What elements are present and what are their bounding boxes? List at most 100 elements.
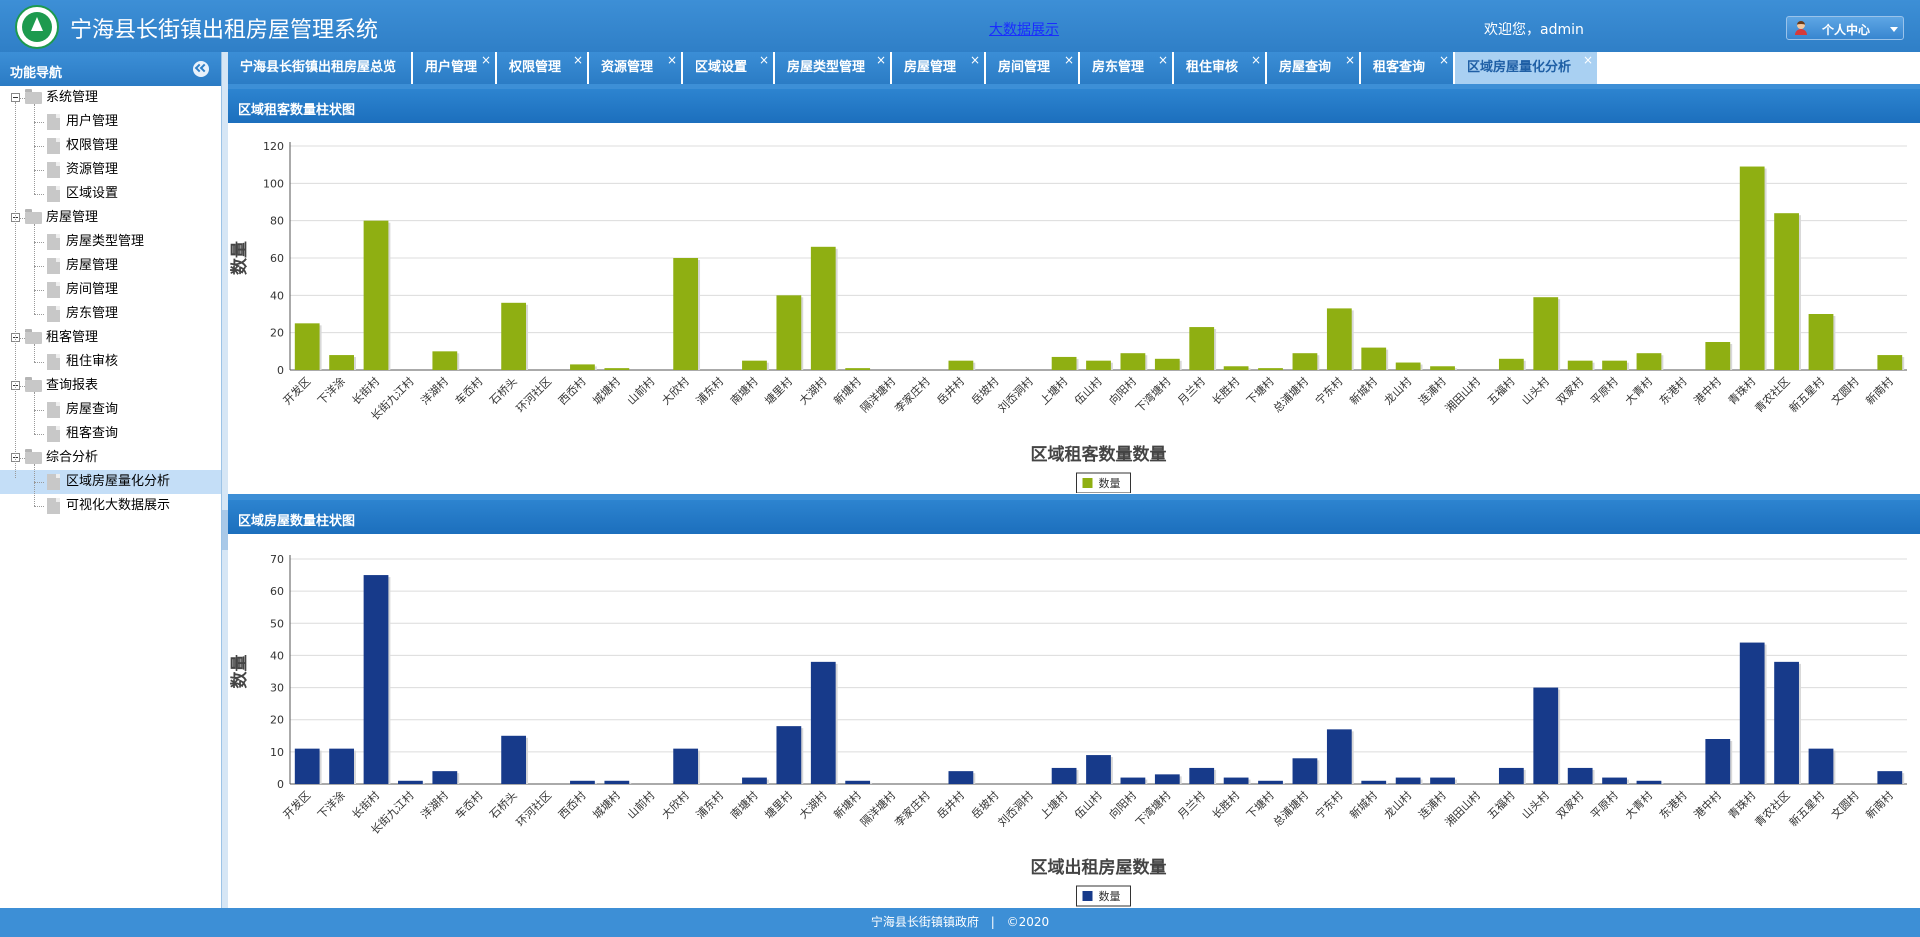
app-header: 宁海县长街镇出租房屋管理系统 大数据展示 欢迎您，admin 个人中心 bbox=[0, 0, 1920, 52]
tab-bar: 宁海县长街镇出租房屋总览 用户管理 × 权限管理 × 资源管理 × 区域设置 × 房屋类型管理 × 房… bbox=[228, 52, 1920, 84]
x-tick-label: 隔洋塘村 bbox=[857, 788, 898, 829]
close-icon[interactable]: × bbox=[758, 53, 769, 67]
collapse-toggle-icon[interactable] bbox=[11, 93, 20, 102]
sidebar-item[interactable]: 区域设置 bbox=[0, 182, 221, 206]
bar bbox=[1705, 342, 1731, 370]
bar bbox=[1361, 347, 1387, 370]
tab[interactable]: 租住审核 × bbox=[1174, 52, 1265, 84]
nav-group-label: 系统管理 bbox=[46, 90, 99, 105]
close-icon[interactable]: × bbox=[1582, 53, 1593, 67]
bar bbox=[845, 368, 871, 370]
x-tick-label: 湘田山村 bbox=[1442, 374, 1483, 415]
bar bbox=[1120, 353, 1146, 370]
x-tick-label: 五福村 bbox=[1484, 374, 1517, 407]
x-tick-label: 大青村 bbox=[1622, 374, 1655, 407]
bar bbox=[1395, 362, 1421, 370]
close-icon[interactable]: × bbox=[572, 53, 583, 67]
bar bbox=[673, 258, 699, 370]
x-tick-label: 洋湖村 bbox=[418, 374, 451, 407]
x-tick-label: 龙山村 bbox=[1381, 788, 1414, 821]
tab-label: 房屋类型管理 bbox=[787, 60, 866, 75]
tab[interactable]: 用户管理 × bbox=[413, 52, 495, 84]
bar bbox=[948, 360, 974, 370]
x-tick-label: 开发区 bbox=[280, 374, 313, 407]
bar bbox=[1498, 358, 1524, 370]
file-icon bbox=[47, 186, 60, 202]
tab-label: 资源管理 bbox=[601, 60, 654, 75]
x-tick-label: 大欣村 bbox=[659, 374, 692, 407]
sidebar-item[interactable]: 房屋查询 bbox=[0, 398, 221, 422]
tab[interactable]: 房东管理 × bbox=[1080, 52, 1172, 84]
x-tick-label: 新城村 bbox=[1347, 374, 1380, 407]
sidebar-item[interactable]: 资源管理 bbox=[0, 158, 221, 182]
bar bbox=[432, 771, 458, 784]
sidebar-item-label: 房屋管理 bbox=[66, 258, 119, 273]
nav-group[interactable]: 查询报表 bbox=[0, 374, 221, 398]
sidebar-item[interactable]: 房屋类型管理 bbox=[0, 230, 221, 254]
bar bbox=[329, 748, 354, 784]
y-tick-label: 100 bbox=[263, 177, 284, 190]
tab[interactable]: 房屋类型管理 × bbox=[775, 52, 890, 84]
tab[interactable]: 房屋管理 × bbox=[892, 52, 984, 84]
sidebar-item[interactable]: 房屋管理 bbox=[0, 254, 221, 278]
tab-label: 宁海县长街镇出租房屋总览 bbox=[240, 60, 397, 75]
close-icon[interactable]: × bbox=[969, 53, 980, 67]
x-tick-label: 塘里村 bbox=[762, 788, 795, 821]
tab[interactable]: 权限管理 × bbox=[497, 52, 587, 84]
x-tick-label: 青珠村 bbox=[1725, 788, 1758, 821]
sidebar-item[interactable]: 房间管理 bbox=[0, 278, 221, 302]
close-icon[interactable]: × bbox=[875, 53, 886, 67]
sidebar-item[interactable]: 租客查询 bbox=[0, 422, 221, 446]
x-axis-label: 区域出租房屋数量 bbox=[1031, 857, 1167, 878]
tab[interactable]: 资源管理 × bbox=[589, 52, 681, 84]
tab[interactable]: 区域设置 × bbox=[683, 52, 773, 84]
tab[interactable]: 租客查询 × bbox=[1361, 52, 1453, 84]
sidebar-item[interactable]: 房东管理 bbox=[0, 302, 221, 326]
sidebar-item[interactable]: 租住审核 bbox=[0, 350, 221, 374]
close-icon[interactable]: × bbox=[1438, 53, 1449, 67]
close-icon[interactable]: × bbox=[1344, 53, 1355, 67]
bar bbox=[1361, 780, 1387, 784]
close-icon[interactable]: × bbox=[1250, 53, 1261, 67]
bar bbox=[673, 748, 699, 784]
x-tick-label: 龙山村 bbox=[1381, 374, 1414, 407]
x-tick-label: 浦东村 bbox=[693, 374, 726, 407]
bar bbox=[363, 575, 389, 784]
file-icon bbox=[47, 474, 60, 490]
collapse-icon[interactable] bbox=[193, 61, 209, 77]
close-icon[interactable]: × bbox=[480, 53, 491, 67]
x-tick-label: 山前村 bbox=[624, 374, 657, 407]
bar bbox=[1292, 758, 1318, 784]
bar bbox=[501, 735, 527, 784]
file-icon bbox=[47, 234, 60, 250]
bar bbox=[432, 351, 458, 370]
sidebar-item[interactable]: 用户管理 bbox=[0, 110, 221, 134]
x-tick-label: 山头村 bbox=[1519, 788, 1552, 821]
x-tick-label: 车岙村 bbox=[452, 374, 485, 407]
bigdata-link[interactable]: 大数据展示 bbox=[989, 22, 1059, 38]
sidebar-item[interactable]: 区域房屋量化分析 bbox=[0, 470, 221, 494]
tab[interactable]: 房间管理 × bbox=[986, 52, 1078, 84]
y-tick-label: 80 bbox=[270, 215, 284, 228]
nav-group[interactable]: 系统管理 bbox=[0, 86, 221, 110]
bar bbox=[1189, 327, 1215, 370]
x-tick-label: 山头村 bbox=[1519, 374, 1552, 407]
tab-label: 房屋查询 bbox=[1279, 60, 1332, 75]
y-tick-label: 10 bbox=[270, 746, 284, 759]
personal-center-button[interactable]: 个人中心 bbox=[1786, 16, 1904, 40]
bar bbox=[1808, 748, 1834, 784]
bar bbox=[1533, 297, 1559, 370]
close-icon[interactable]: × bbox=[1063, 53, 1074, 67]
tab[interactable]: 区域房屋量化分析 × bbox=[1455, 52, 1597, 84]
close-icon[interactable]: × bbox=[1157, 53, 1168, 67]
bar bbox=[1189, 767, 1215, 784]
close-icon[interactable]: × bbox=[666, 53, 677, 67]
tab[interactable]: 房屋查询 × bbox=[1267, 52, 1359, 84]
x-tick-label: 下塘村 bbox=[1243, 374, 1276, 407]
tab[interactable]: 宁海县长街镇出租房屋总览 bbox=[228, 52, 411, 84]
sidebar-splitter[interactable] bbox=[222, 52, 228, 908]
sidebar-item[interactable]: 权限管理 bbox=[0, 134, 221, 158]
y-axis-label: 数量 bbox=[229, 655, 250, 689]
x-tick-label: 文圆村 bbox=[1828, 374, 1861, 407]
sidebar-item[interactable]: 可视化大数据展示 bbox=[0, 494, 221, 518]
